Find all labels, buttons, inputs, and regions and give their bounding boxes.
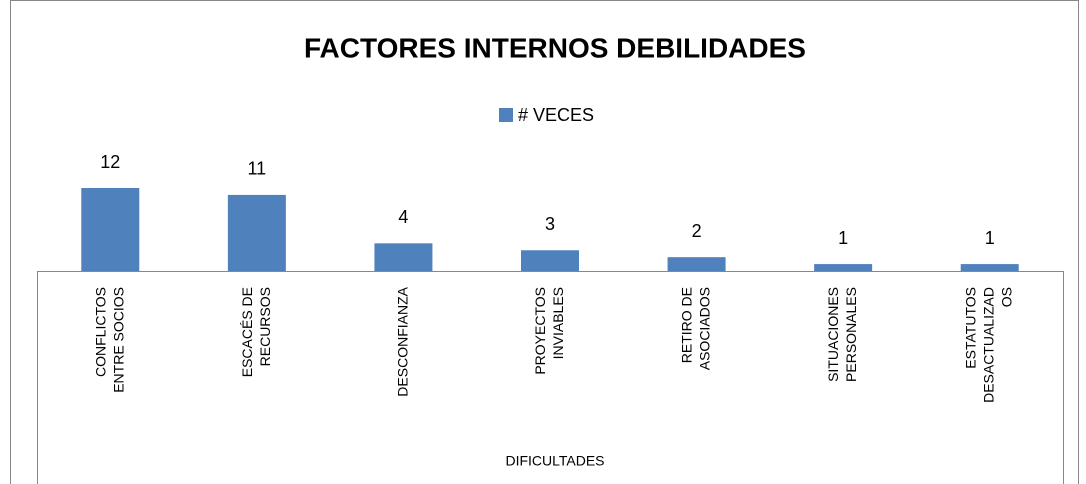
x-tick-label: DESCONFIANZA xyxy=(394,286,410,396)
chart-border xyxy=(10,0,1079,484)
data-label: 1 xyxy=(838,228,848,248)
data-label: 1 xyxy=(985,228,995,248)
x-tick-label: ESCACÉS DE RECURSOS xyxy=(239,287,273,377)
x-tick-label: SITUACIONES PERSONALES xyxy=(825,287,859,382)
x-tick-label: ESTATUTOS DESACTUALIZAD OS xyxy=(962,287,1014,403)
bar xyxy=(521,250,579,271)
legend-swatch xyxy=(499,108,513,122)
chart-title: FACTORES INTERNOS DEBILIDADES xyxy=(304,32,806,63)
data-label: 11 xyxy=(248,159,267,179)
bar xyxy=(227,194,286,271)
data-label: 4 xyxy=(398,207,408,227)
bar xyxy=(960,264,1019,271)
bar xyxy=(814,264,873,271)
data-label: 3 xyxy=(545,214,555,234)
x-tick-label: CONFLICTOS ENTRE SOCIOS xyxy=(92,287,126,393)
x-tick-label: PROYECTOS INVIABLES xyxy=(532,287,566,375)
x-axis-title: DIFICULTADES xyxy=(505,453,604,469)
data-label: 2 xyxy=(692,221,702,241)
bar xyxy=(374,243,433,271)
x-tick-label: RETIRO DE ASOCIADOS xyxy=(678,287,712,370)
bar xyxy=(667,257,726,271)
data-label: 12 xyxy=(100,152,120,172)
bar xyxy=(81,188,140,271)
legend-label: # VECES xyxy=(518,105,594,125)
